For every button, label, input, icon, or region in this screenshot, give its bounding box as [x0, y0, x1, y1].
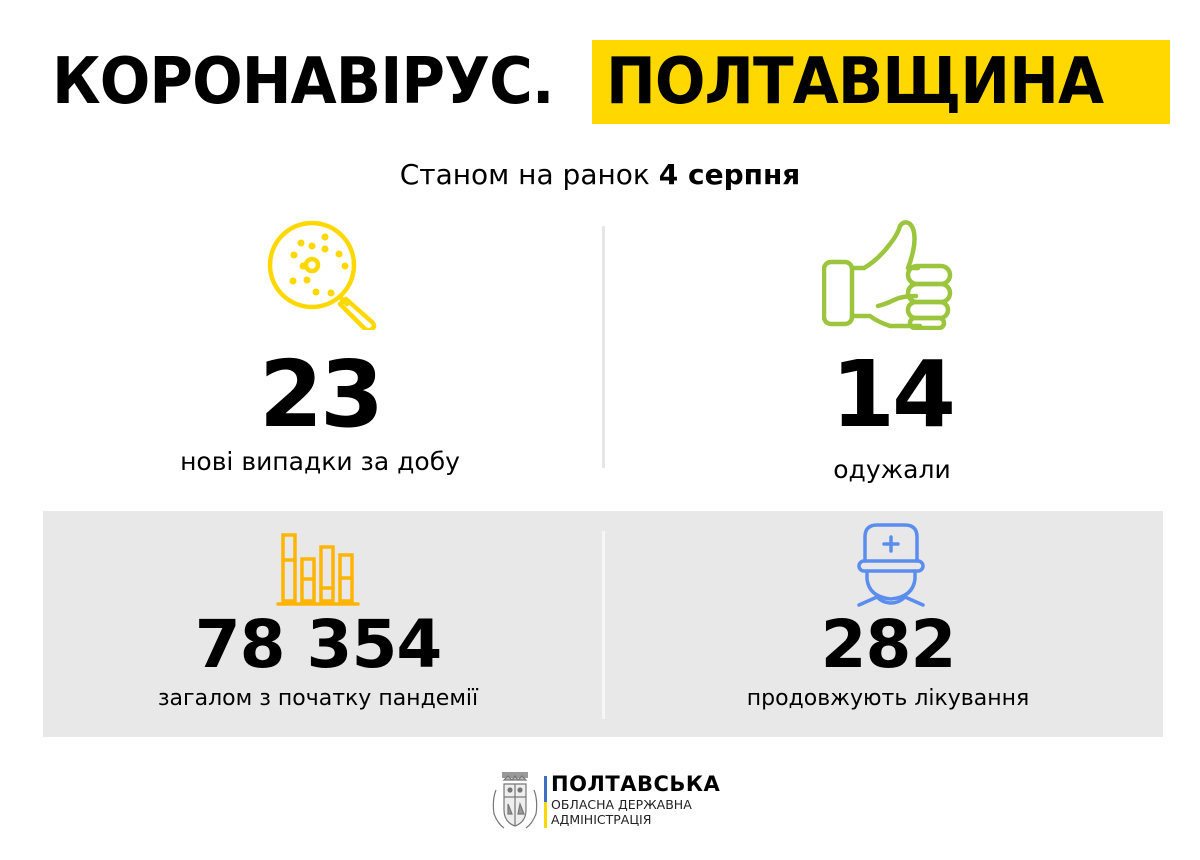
doctor-icon — [855, 523, 927, 607]
stat-in-treatment-value: 282 — [820, 606, 957, 683]
stat-in-treatment: 282 продовжують лікування — [688, 608, 1088, 716]
stat-recovered-value: 14 — [830, 341, 956, 448]
stat-new-cases: 23 нові випадки за добу — [120, 345, 520, 479]
thumbs-up-icon — [821, 218, 954, 331]
magnifier-virus-icon — [262, 218, 380, 333]
divider-vertical-top — [602, 226, 605, 468]
stat-total-value: 78 354 — [194, 606, 443, 683]
stat-new-cases-value: 23 — [258, 341, 384, 448]
flag-bar — [544, 776, 547, 828]
poltava-crest-icon — [490, 770, 540, 832]
bar-chart-icon — [276, 532, 360, 608]
header: КОРОНАВІРУС. ПОЛТАВЩИНА — [0, 40, 1200, 124]
report-date-prefix: Станом на ранок — [399, 158, 650, 191]
org-line-1: ОБЛАСНА ДЕРЖАВНА — [551, 797, 692, 812]
title-highlight-box — [592, 40, 1170, 124]
title-coronavirus: КОРОНАВІРУС. — [52, 45, 554, 119]
title-region: ПОЛТАВЩИНА — [606, 45, 1104, 119]
report-date: Станом на ранок 4 серпня — [0, 155, 1200, 195]
stat-total-label: загалом з початку пандемії — [157, 686, 479, 711]
divider-vertical-bottom — [602, 531, 605, 719]
stat-new-cases-label: нові випадки за добу — [180, 447, 460, 476]
stat-recovered: 14 одужали — [692, 345, 1092, 487]
org-name: ПОЛТАВСЬКА — [551, 772, 721, 796]
stat-total: 78 354 загалом з початку пандемії — [118, 608, 518, 716]
footer-logo: ПОЛТАВСЬКА ОБЛАСНА ДЕРЖАВНА АДМІНІСТРАЦІ… — [490, 770, 720, 836]
stat-in-treatment-label: продовжують лікування — [746, 686, 1030, 711]
stat-recovered-label: одужали — [833, 455, 951, 484]
org-line-2: АДМІНІСТРАЦІЯ — [551, 812, 652, 827]
report-date-value: 4 серпня — [658, 158, 801, 191]
